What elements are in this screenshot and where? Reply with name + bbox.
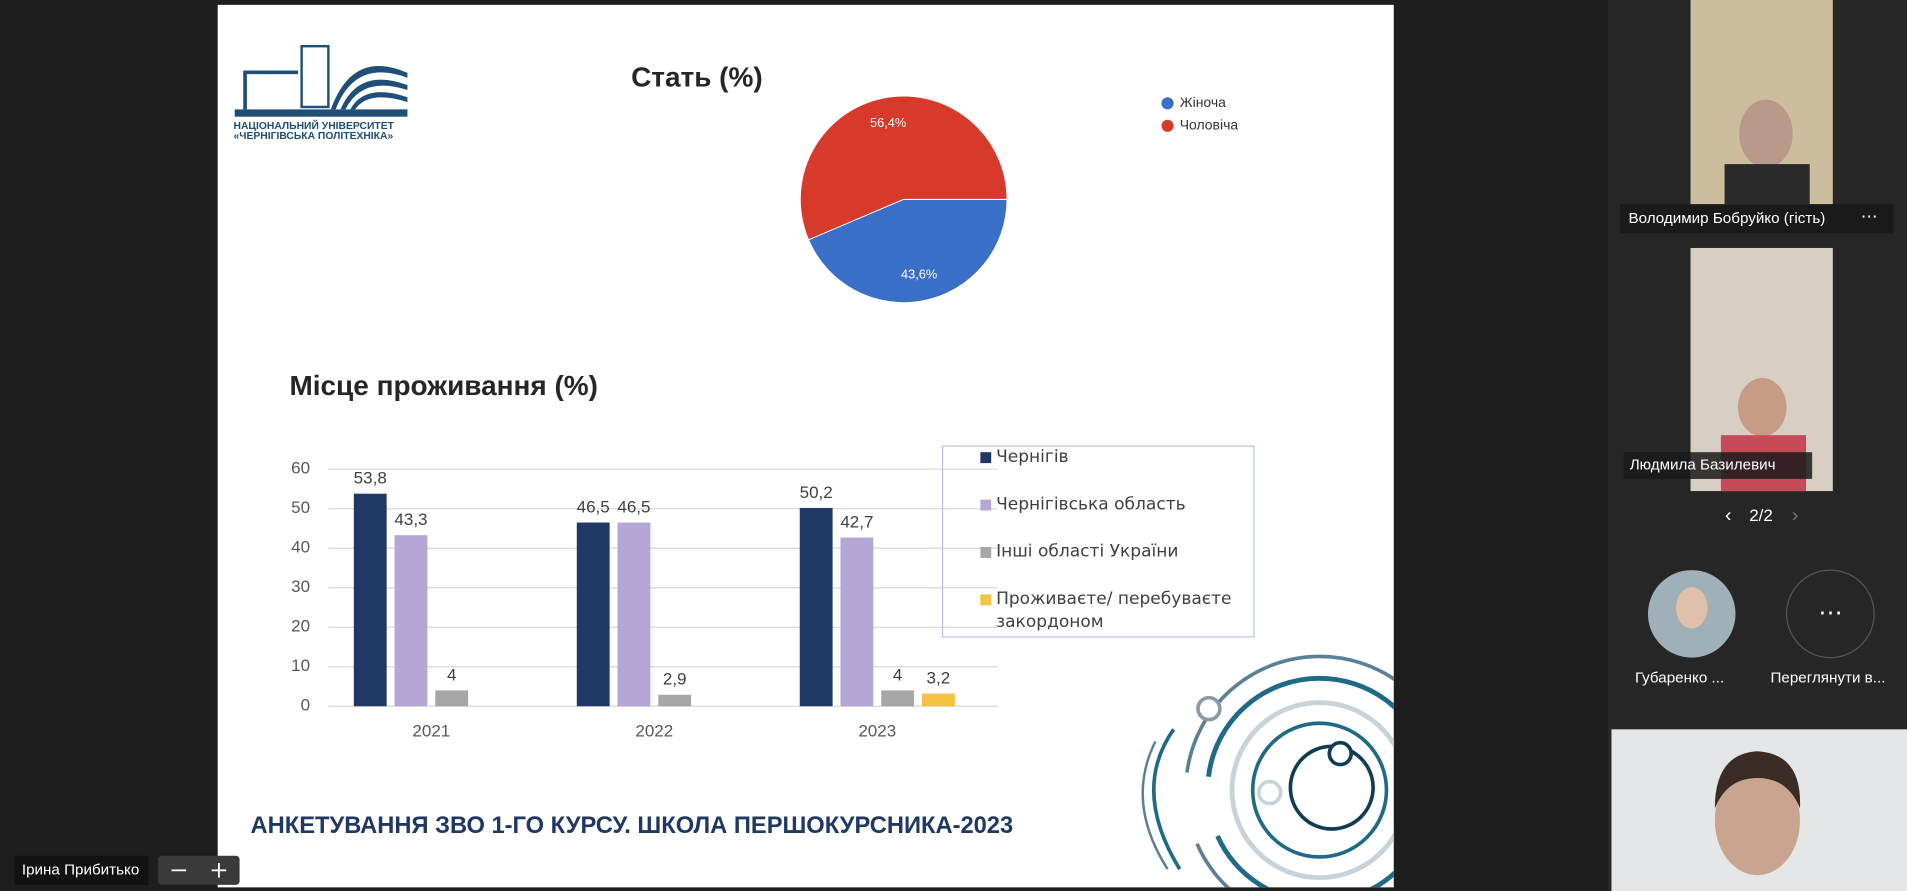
bar [921,693,955,707]
person [1714,751,1801,809]
logo-text: «ЧЕРНІГІВСЬКА ПОЛІТЕХНІКА» [234,131,394,142]
logo [234,44,408,117]
participant-name: Людмила Базилевич [1630,457,1776,474]
y-tick-label: 50 [291,498,310,517]
decoration [1141,654,1394,888]
legend-label: Інші області України [996,542,1179,562]
bar [658,694,692,707]
slide-footer: АНКЕТУВАННЯ ЗВО 1-ГО КУРСУ. ШКОЛА ПЕРШОК… [251,813,1014,839]
legend-label: Жіноча [1180,94,1226,110]
legend-marker [980,594,992,606]
legend-item: Чернігів [980,446,1250,469]
person [1714,765,1800,876]
legend-marker [980,499,992,511]
bar [435,690,469,707]
bar-label: 2,9 [663,670,687,689]
self-view-name: Ірина Прибитько [22,861,139,878]
legend-label: Проживаєте/ перебуваєте закордоном [996,589,1232,633]
pie-slice [799,95,1008,241]
slice-label: 56,4% [870,115,906,130]
legend-marker [980,546,992,558]
bar-label: 4 [893,665,902,684]
prev-page[interactable]: ‹ [1725,505,1731,527]
legend-entry: Чернігівська область [980,494,1250,517]
y-tick-label: 60 [291,459,310,478]
bar [881,690,915,707]
name-bar [1623,452,1813,479]
bar-label: 3,2 [927,669,951,688]
slice-label: 43,6% [901,267,937,282]
bar [394,535,428,707]
logo-text: НАЦІОНАЛЬНИЙ УНІВЕРСИТЕТ [234,119,395,132]
name-bar [1619,204,1894,234]
y-tick-label: 10 [291,656,310,675]
chart-title: Місце проживання (%) [289,370,598,401]
y-tick-label: 40 [291,538,310,557]
legend-item: Чернігівська область [980,494,1250,517]
legend-item: Інші області України [980,541,1250,564]
more-button[interactable]: ⋯ [1861,207,1878,226]
x-tick-label: 2022 [635,721,673,740]
x-tick-label: 2021 [412,721,450,740]
pie-slice [807,198,1008,304]
bar [617,522,651,707]
bar-label: 53,8 [354,469,387,488]
bar-label: 42,7 [840,512,873,531]
legend-marker [980,452,992,464]
zoom-controls [158,855,240,885]
legend-entry: Проживаєте/ перебуваєте закордоном [980,588,1250,634]
legend-label: Чоловіча [1180,116,1239,132]
participant-name: Володимир Бобруйко (гість) [1628,210,1825,227]
bar-label: 46,5 [577,497,610,516]
participant-name: Переглянути в... [1770,669,1885,686]
legend-entry: Чернігів [980,446,1250,469]
person [1724,164,1810,205]
person [1739,99,1793,168]
participant-name: Губаренко ... [1635,669,1724,686]
legend-marker [1161,119,1174,132]
y-tick-label: 30 [291,577,310,596]
avatar [1675,587,1708,629]
y-tick-label: 0 [301,696,310,715]
legend-item: Проживаєте/ перебуваєте закордоном [980,588,1250,634]
more-participants[interactable] [1785,569,1875,659]
legend-label: Чернігів [996,447,1069,467]
bar-label: 46,5 [617,497,650,516]
bar [576,522,610,707]
bar [353,493,387,707]
bar [840,537,874,707]
pager: 2/2 [1749,506,1773,525]
more-icon: ⋯ [1818,599,1842,626]
self-view-bar [14,855,149,885]
x-tick-label: 2023 [858,721,896,740]
legend-marker [1161,97,1174,110]
next-page[interactable]: › [1792,505,1798,527]
bar-label: 43,3 [394,510,427,529]
bar-label: 50,2 [800,483,833,502]
legend-box [941,445,1255,638]
chart-title: Стать (%) [631,61,763,92]
legend-label: Чернігівська область [996,494,1186,515]
y-tick-label: 20 [291,617,310,636]
bar [799,507,833,707]
bar-label: 4 [447,665,456,684]
person [1737,378,1787,437]
legend-entry: Інші області України [980,541,1250,564]
